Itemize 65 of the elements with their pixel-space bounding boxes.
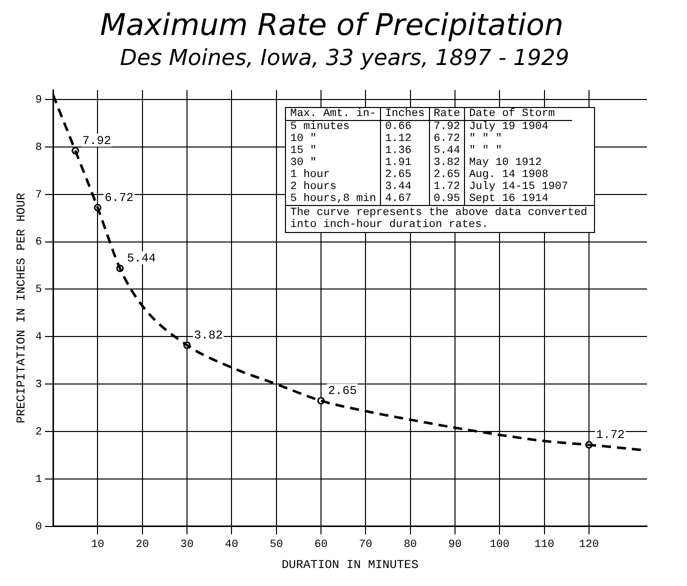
y-axis-title: PRECIPITATION IN INCHES PER HOUR bbox=[14, 192, 28, 424]
data-label: 5.44 bbox=[126, 252, 156, 266]
annotation: 5 hours,8 min bbox=[286, 192, 381, 205]
x-tick-label: 110 bbox=[534, 538, 554, 551]
y-tick-label: 4 bbox=[35, 332, 42, 344]
annotation: Date of Storm bbox=[464, 108, 572, 120]
annotation: 5.44 bbox=[429, 144, 465, 157]
data-label: 1.72 bbox=[596, 428, 625, 442]
x-tick-label: 40 bbox=[225, 538, 238, 551]
x-tick-label: 60 bbox=[314, 538, 328, 551]
annotation: 3.82 bbox=[429, 156, 465, 169]
annotation: 0.95 bbox=[429, 192, 465, 205]
y-tick-label: 0 bbox=[35, 521, 42, 534]
annotation: 10 " bbox=[286, 132, 381, 145]
y-tick-label: 9 bbox=[35, 94, 42, 106]
data-label: 6.72 bbox=[104, 190, 134, 205]
annotation: 7.92 bbox=[429, 120, 465, 133]
annotation: 2.65 bbox=[429, 168, 465, 181]
annotation: May 10 1912 bbox=[468, 156, 543, 169]
annotation: 1.36 bbox=[380, 144, 430, 157]
y-tick-label: 3 bbox=[35, 379, 42, 391]
annotation: 2.65 bbox=[380, 168, 430, 181]
x-tick-label: 90 bbox=[448, 538, 462, 551]
annotation: 3.44 bbox=[380, 180, 430, 193]
annotation: Aug. 14 1908 bbox=[468, 168, 550, 181]
annotation: July 19 1904 bbox=[468, 120, 550, 133]
annotation: 30 " bbox=[286, 156, 381, 169]
annotation: 2 hours bbox=[286, 180, 381, 193]
annotation: Rate bbox=[429, 108, 465, 120]
annotation: 1.91 bbox=[380, 156, 430, 169]
data-label: 7.92 bbox=[82, 134, 112, 148]
annotation: Inches bbox=[380, 108, 430, 120]
data-label: 2.65 bbox=[328, 384, 357, 398]
annotation: 4.67 bbox=[380, 192, 430, 205]
y-tick-label: 1 bbox=[35, 474, 42, 486]
annotation: 0.66 bbox=[380, 120, 430, 133]
x-tick-label: 30 bbox=[180, 538, 194, 551]
y-tick-label: 5 bbox=[35, 284, 42, 296]
y-tick-label: 6 bbox=[35, 236, 42, 249]
x-tick-label: 100 bbox=[490, 538, 510, 551]
x-tick-label: 50 bbox=[270, 538, 283, 551]
x-tick-label: 120 bbox=[579, 538, 599, 551]
x-tick-label: 20 bbox=[136, 538, 149, 551]
annotation: Sept 16 1914 bbox=[468, 192, 550, 205]
y-tick-label: 8 bbox=[35, 142, 42, 154]
annotation: 5 minutes bbox=[286, 120, 381, 133]
annotation: 1.12 bbox=[380, 132, 430, 145]
chart-title: Maximum Rate of Precipitation bbox=[100, 8, 564, 43]
x-tick-label: 70 bbox=[359, 538, 372, 551]
x-tick-label: 80 bbox=[404, 538, 417, 551]
annotation: Max. Amt. in- bbox=[286, 108, 381, 120]
data-label: 3.82 bbox=[194, 328, 223, 342]
annotation: The curve represents the above data converted into inch-hour duration rates. bbox=[286, 204, 594, 232]
annotation: 15 " bbox=[286, 144, 381, 157]
y-tick-label: 2 bbox=[35, 426, 42, 438]
annotation: 6.72 bbox=[429, 132, 465, 145]
annotation: July 14-15 1907 bbox=[468, 180, 570, 193]
annotation: 1 hour bbox=[286, 168, 381, 181]
annotation: " " " bbox=[468, 132, 504, 145]
x-axis-title: DURATION IN MINUTES bbox=[282, 558, 418, 572]
y-tick-label: 7 bbox=[35, 189, 42, 202]
annotation: 1.72 bbox=[429, 180, 465, 193]
chart-subtitle: Des Moines, Iowa, 33 years, 1897 - 1929 bbox=[120, 46, 570, 71]
annotation: " " " bbox=[468, 144, 504, 157]
x-tick-label: 10 bbox=[91, 538, 104, 551]
